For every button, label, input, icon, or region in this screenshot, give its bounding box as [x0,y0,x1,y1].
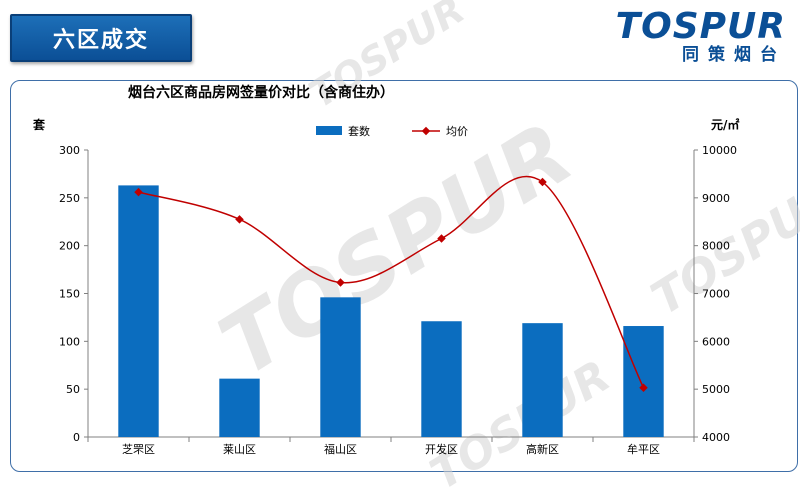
legend-label-bar: 套数 [348,125,370,138]
y-tick-right-label: 10000 [702,144,737,157]
y-tick-left-label: 150 [59,288,80,301]
x-tick-label: 福山区 [324,442,357,456]
price-line-path [138,175,645,389]
price-point [134,187,143,197]
y-tick-left-label: 200 [59,240,80,253]
x-tick-label: 高新区 [526,442,559,456]
legend-label-line: 均价 [446,125,468,138]
bar [118,185,159,437]
x-tick-label: 牟平区 [627,442,660,456]
y-tick-left-label: 250 [59,192,80,205]
price-point [336,278,345,287]
section-title: 六区成交 [10,14,192,62]
x-tick-label: 莱山区 [223,443,256,456]
chart-frame [10,80,798,472]
y-tick-right-label: 7000 [702,288,730,301]
y-tick-right-label: 4000 [702,431,730,444]
legend-swatch-marker [421,126,431,136]
x-tick-label: 芝罘区 [122,443,155,456]
combo-chart: 烟台六区商品房网签量价对比（含商住办） 套 元/㎡ 套数 均价 0 50 100 150… [32,84,739,456]
logo-cn-text: 同策烟台 [682,45,786,65]
price-point [639,383,648,392]
bars [118,185,664,437]
bar [320,297,361,437]
bar [623,326,664,437]
x-tick-label: 开发区 [425,442,458,456]
y-axis-left-label: 套 [32,117,46,132]
price-point [235,215,244,224]
y-tick-left-label: 0 [73,431,80,444]
bar [522,323,563,437]
y-tick-left-label: 300 [59,144,80,157]
legend: 套数 均价 [316,125,468,138]
tospur-logo: TOSPUR 同策烟台 [615,6,786,65]
y-axis-right-label: 元/㎡ [711,117,739,132]
bar [219,378,260,437]
y-tick-left-label: 100 [59,335,80,348]
y-tick-right-label: 9000 [702,192,730,205]
logo-text: TOSPUR [615,6,786,47]
legend-swatch-bar [316,126,342,135]
y-tick-left-label: 50 [66,383,80,396]
y-tick-right-label: 6000 [702,335,730,348]
y-tick-right-label: 8000 [702,240,730,253]
price-line [134,175,648,392]
price-point [437,234,446,243]
y-tick-right-label: 5000 [702,383,730,396]
axes: 0 50 100 150 200 250 300 4000 5000 6000 7000 8000 90… [59,144,737,456]
chart-title: 烟台六区商品房网签量价对比（含商住办） [128,84,394,101]
bar [421,321,462,437]
